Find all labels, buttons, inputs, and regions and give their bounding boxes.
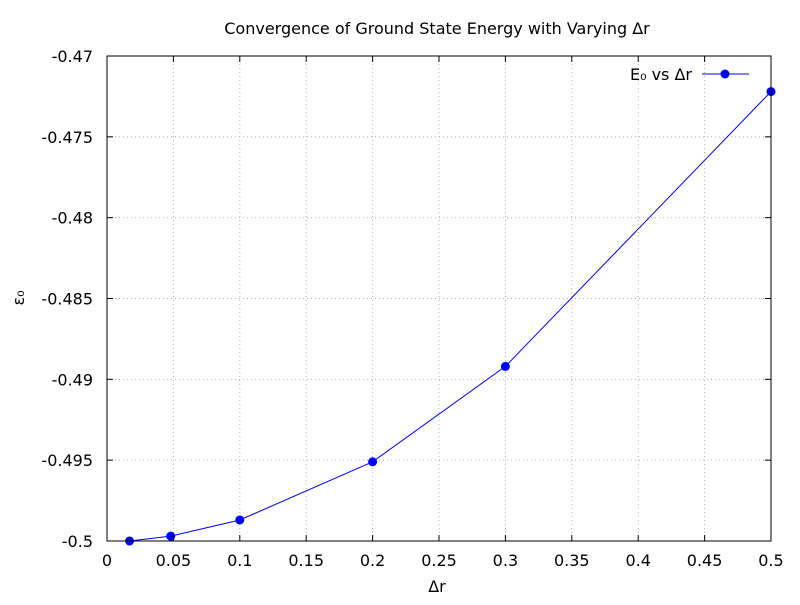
y-tick-label: -0.47	[52, 47, 93, 66]
x-tick-label: 0.35	[554, 551, 590, 570]
x-tick-label: 0.25	[421, 551, 457, 570]
axes: 0 0.05 0.1 0.15 0.2 0.25 0.3 0.35 0.4 0.45 0.5 -0.5…	[41, 47, 783, 570]
y-tick-label: -0.475	[41, 128, 93, 147]
grid	[107, 56, 771, 541]
data-point	[235, 515, 245, 525]
y-tick-label: -0.49	[52, 370, 93, 389]
y-tick-label: -0.5	[62, 532, 93, 551]
legend-marker-swatch	[720, 69, 730, 79]
x-axis-label: Δr	[428, 577, 446, 596]
legend-label: E₀ vs Δr	[630, 65, 692, 84]
y-axis-label: ε₀	[9, 290, 28, 305]
series-layer	[125, 87, 776, 546]
x-tick-label: 0.45	[687, 551, 723, 570]
x-tick-label: 0.15	[288, 551, 324, 570]
x-tick-label: 0.05	[156, 551, 192, 570]
data-point	[500, 361, 510, 371]
legend: E₀ vs Δr	[630, 65, 749, 84]
data-point	[368, 457, 378, 467]
y-tick-label: -0.48	[52, 209, 93, 228]
x-tick-label: 0.5	[758, 551, 783, 570]
chart-title: Convergence of Ground State Energy with …	[224, 19, 650, 38]
y-tick-label: -0.485	[41, 290, 93, 309]
x-tick-label: 0.2	[360, 551, 385, 570]
y-tick-label: -0.495	[41, 451, 93, 470]
x-tick-label: 0	[102, 551, 112, 570]
series-line	[129, 91, 772, 542]
x-tick-label: 0.3	[493, 551, 518, 570]
x-tick-label: 0.1	[227, 551, 252, 570]
x-tick-label: 0.4	[625, 551, 650, 570]
